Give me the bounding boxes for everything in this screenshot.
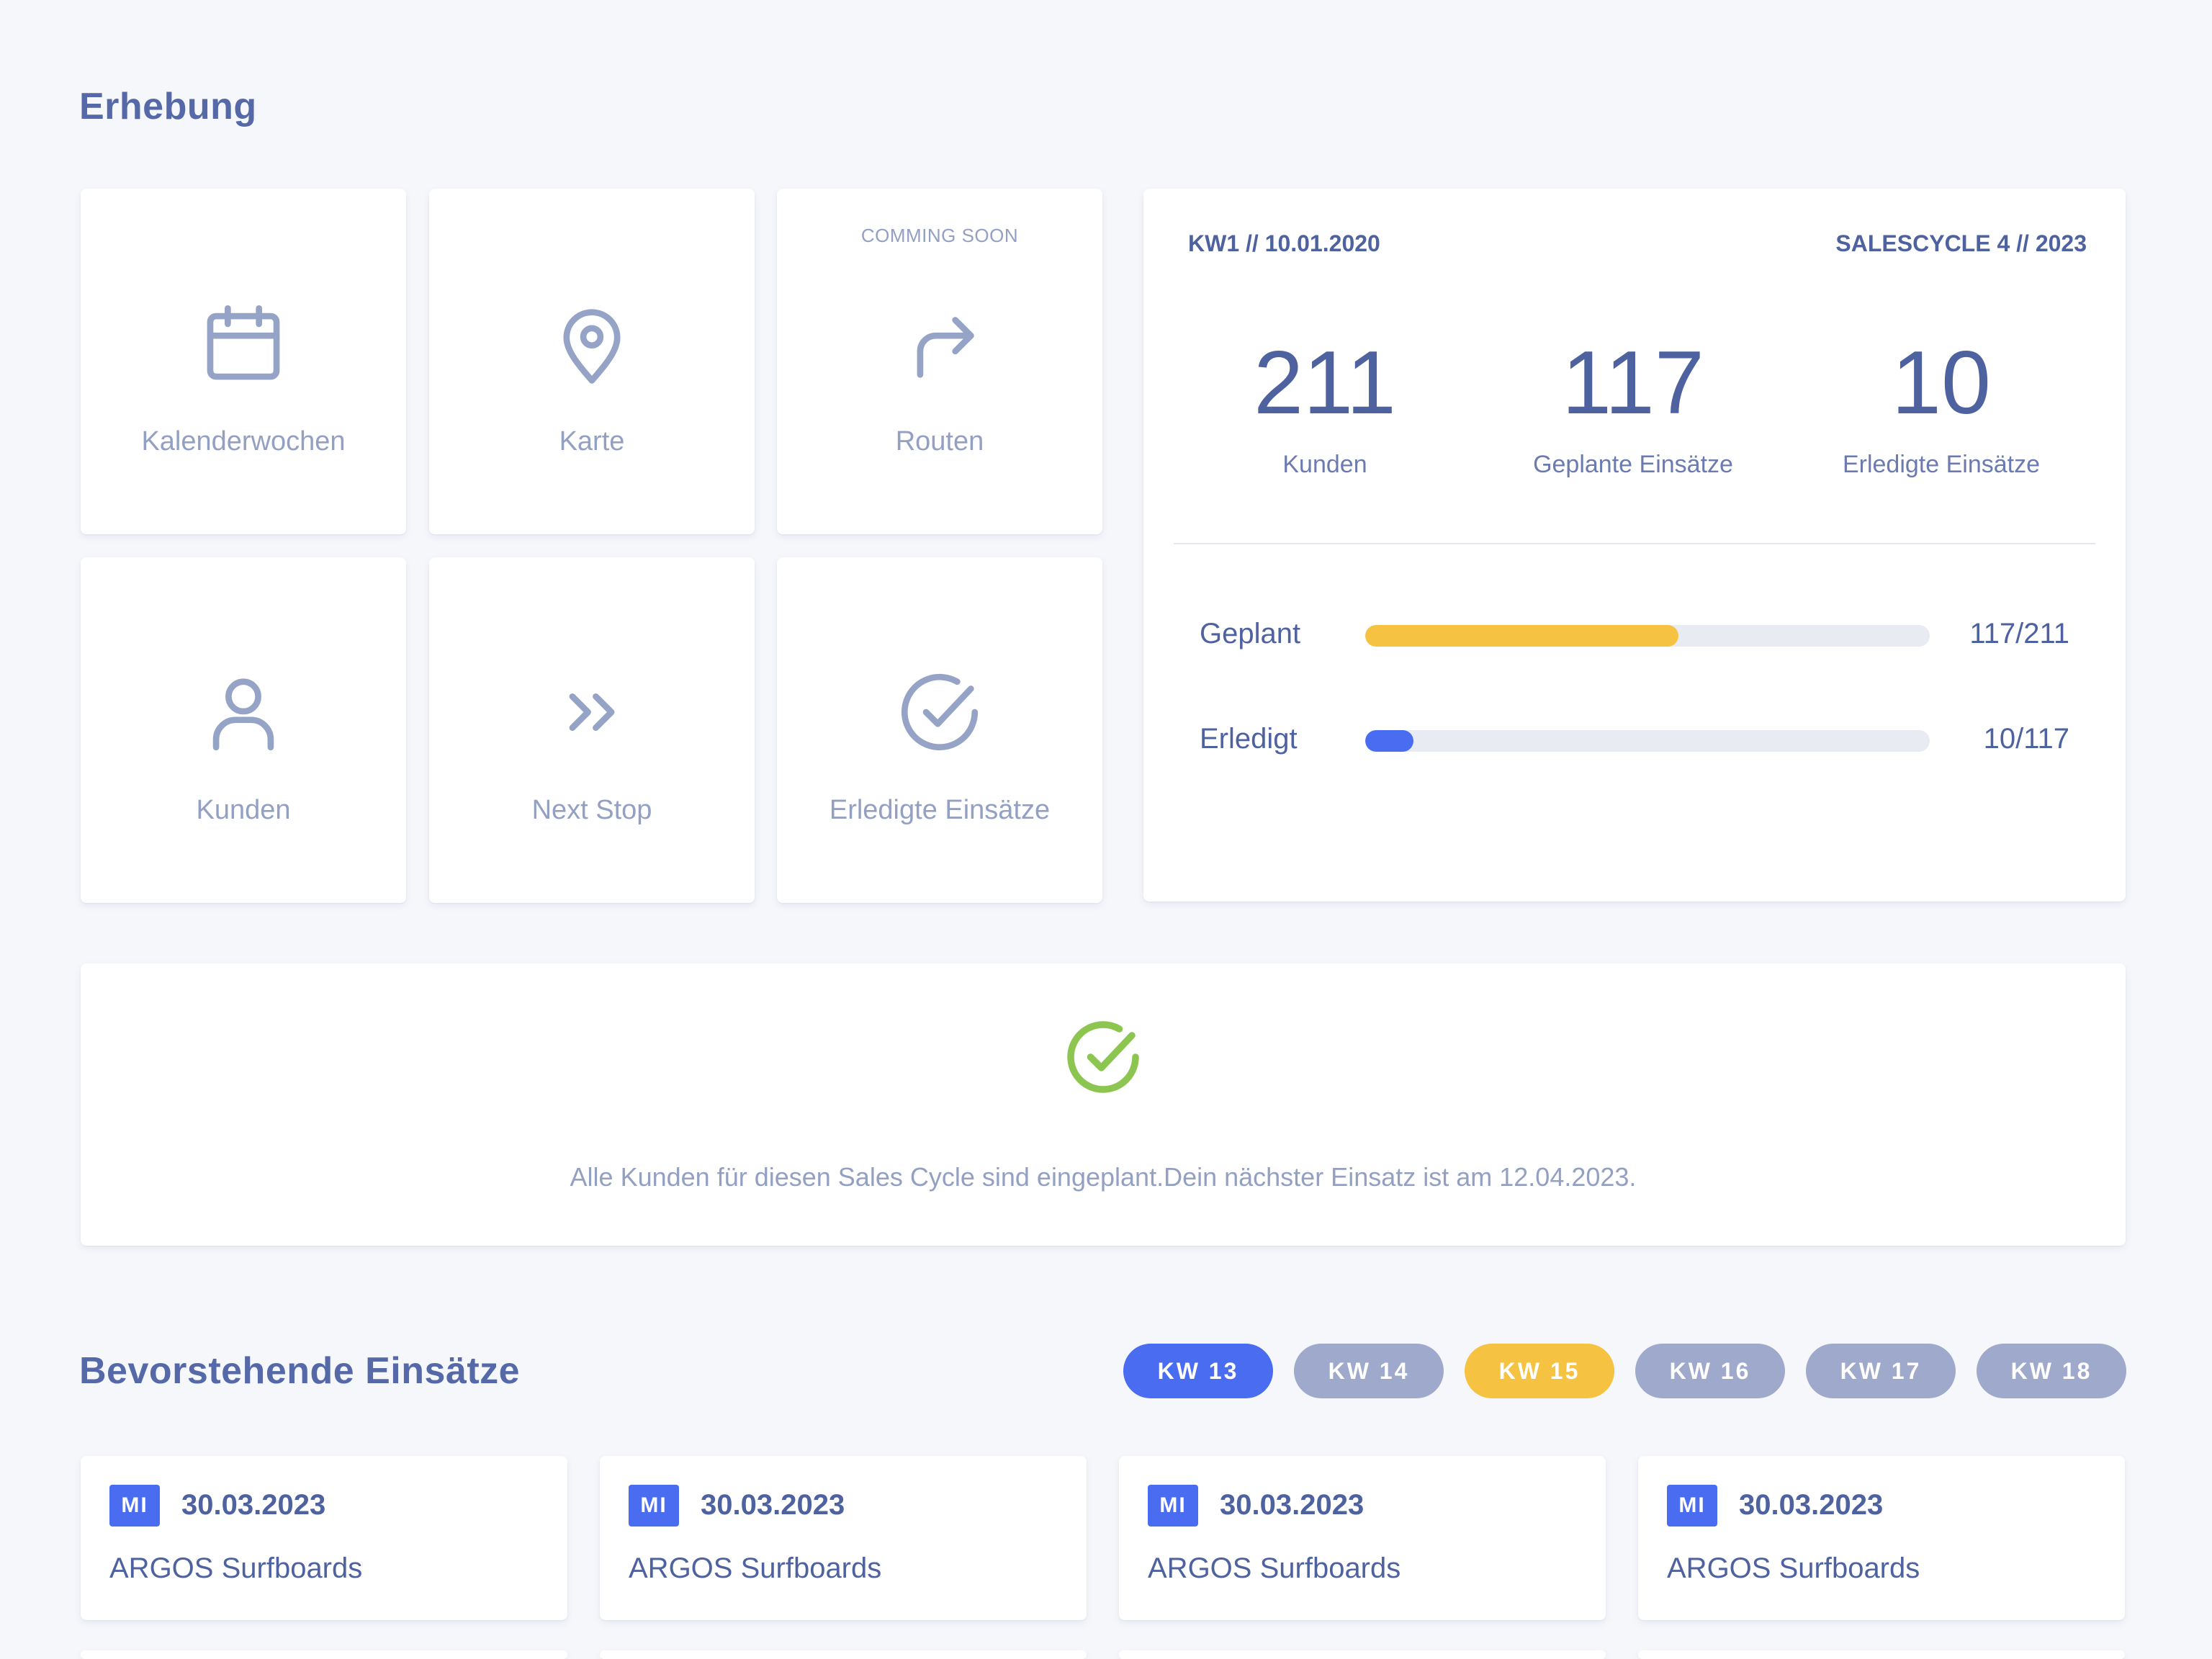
week-filter-kw18[interactable]: KW 18 [1977, 1344, 2126, 1398]
stat-geplant-value: 117 [1562, 333, 1704, 433]
appointment-date: 30.03.2023 [181, 1489, 326, 1521]
tile-label-routen: Routen [895, 426, 984, 457]
tile-label-erledigte-einsaetze: Erledigte Einsätze [829, 795, 1051, 825]
stat-erledigt-label: Erledigte Einsätze [1842, 451, 2041, 478]
map-pin-icon [563, 309, 621, 384]
calendar-icon [207, 305, 280, 380]
weekday-badge: MI [1148, 1485, 1198, 1527]
appointment-customer: ARGOS Surfboards [629, 1552, 882, 1584]
progress-erledigt-value: 10/117 [1983, 723, 2069, 755]
appointment-card-partial[interactable] [1119, 1650, 1606, 1659]
appointment-card[interactable]: MI 30.03.2023 ARGOS Surfboards [1119, 1456, 1606, 1620]
page-title: Erhebung [79, 86, 257, 127]
user-icon [212, 678, 274, 751]
tile-label-kunden: Kunden [196, 795, 291, 825]
check-circle-icon [1067, 1021, 1139, 1093]
stats-divider [1174, 543, 2095, 544]
progress-geplant-track [1365, 625, 1930, 647]
appointment-card[interactable]: MI 30.03.2023 ARGOS Surfboards [600, 1456, 1087, 1620]
appointment-card[interactable]: MI 30.03.2023 ARGOS Surfboards [81, 1456, 567, 1620]
upcoming-title: Bevorstehende Einsätze [79, 1350, 521, 1392]
appointment-customer: ARGOS Surfboards [109, 1552, 363, 1584]
week-info: KW1 // 10.01.2020 [1188, 230, 1380, 256]
progress-erledigt-label: Erledigt [1200, 723, 1298, 755]
tile-erledigte-einsaetze[interactable] [777, 557, 1102, 903]
appointment-date: 30.03.2023 [1220, 1489, 1364, 1521]
tile-next-stop[interactable] [429, 557, 755, 903]
week-filter-kw16[interactable]: KW 16 [1635, 1344, 1785, 1398]
tile-label-kalenderwochen: Kalenderwochen [141, 426, 346, 457]
appointment-card-partial[interactable] [600, 1650, 1087, 1659]
tile-label-karte: Karte [559, 426, 625, 457]
stat-kunden-label: Kunden [1282, 451, 1367, 478]
tile-kunden[interactable] [81, 557, 406, 903]
appointment-customer: ARGOS Surfboards [1667, 1552, 1920, 1584]
appointment-card-partial[interactable] [81, 1650, 567, 1659]
tile-routen[interactable]: COMMING SOON [777, 189, 1102, 534]
coming-soon-badge: COMMING SOON [860, 225, 1019, 246]
double-chevron-right-icon [569, 693, 615, 731]
progress-erledigt-fill [1365, 730, 1414, 752]
tile-label-next-stop: Next Stop [531, 795, 652, 825]
stat-kunden-value: 211 [1254, 333, 1396, 433]
progress-geplant-label: Geplant [1200, 618, 1301, 649]
appointment-date: 30.03.2023 [701, 1489, 845, 1521]
status-message: Alle Kunden für diesen Sales Cycle sind … [570, 1162, 1637, 1192]
weekday-badge: MI [629, 1485, 679, 1527]
route-arrow-icon [917, 317, 974, 378]
week-filter-kw13[interactable]: KW 13 [1123, 1344, 1273, 1398]
week-filter-kw15[interactable]: KW 15 [1465, 1344, 1614, 1398]
week-filter-kw14[interactable]: KW 14 [1294, 1344, 1444, 1398]
weekday-badge: MI [1667, 1485, 1717, 1527]
appointment-card[interactable]: MI 30.03.2023 ARGOS Surfboards [1638, 1456, 2125, 1620]
stats-card: KW1 // 10.01.2020 SALESCYCLE 4 // 2023 2… [1143, 189, 2126, 902]
progress-erledigt-track [1365, 730, 1930, 752]
check-circle-icon [901, 673, 979, 751]
weekday-badge: MI [109, 1485, 160, 1527]
appointment-customer: ARGOS Surfboards [1148, 1552, 1401, 1584]
week-filter-kw17[interactable]: KW 17 [1806, 1344, 1956, 1398]
tile-karte[interactable] [429, 189, 755, 534]
status-banner [81, 963, 2126, 1246]
appointment-date: 30.03.2023 [1739, 1489, 1884, 1521]
tile-kalenderwochen[interactable] [81, 189, 406, 534]
appointment-card-partial[interactable] [1638, 1650, 2125, 1659]
progress-geplant-value: 117/211 [1969, 618, 2069, 649]
cycle-info: SALESCYCLE 4 // 2023 [1835, 230, 2087, 256]
stat-erledigt-value: 10 [1892, 333, 1991, 433]
stat-geplant-label: Geplante Einsätze [1533, 451, 1733, 478]
progress-geplant-fill [1365, 625, 1678, 647]
